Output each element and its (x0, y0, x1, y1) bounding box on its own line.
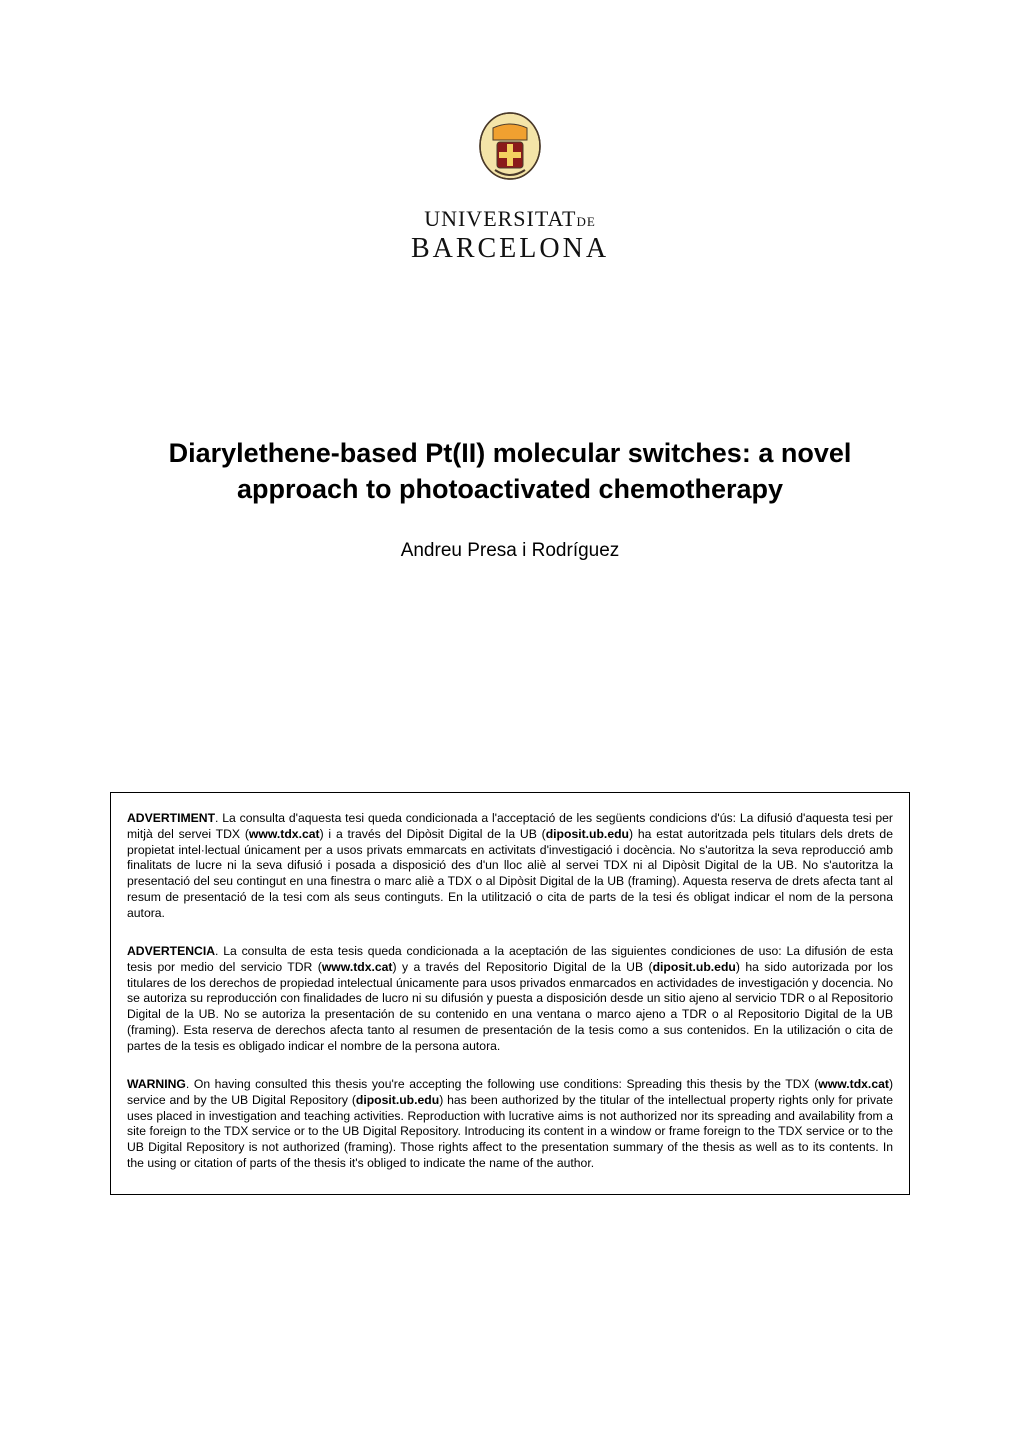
notice-body-en-a: . On having consulted this thesis you're… (186, 1077, 818, 1091)
notice-catalan: ADVERTIMENT. La consulta d'aquesta tesi … (127, 811, 893, 922)
thesis-title-line1: Diarylethene-based Pt(II) molecular swit… (110, 435, 910, 471)
notice-url-en-1: www.tdx.cat (818, 1077, 889, 1091)
thesis-title: Diarylethene-based Pt(II) molecular swit… (110, 435, 910, 508)
notice-lead-ca: ADVERTIMENT (127, 811, 215, 825)
notice-body-es-b: ) y a través del Repositorio Digital de … (392, 960, 652, 974)
notice-url-ca-2: diposit.ub.edu (546, 827, 629, 841)
university-name-line1: UNIVERSITATDE (411, 206, 609, 232)
usage-notice-box: ADVERTIMENT. La consulta d'aquesta tesi … (110, 792, 910, 1195)
notice-spanish: ADVERTENCIA. La consulta de esta tesis q… (127, 944, 893, 1055)
notice-lead-en: WARNING (127, 1077, 186, 1091)
notice-english: WARNING. On having consulted this thesis… (127, 1077, 893, 1172)
university-de: DE (576, 214, 595, 229)
university-name: UNIVERSITATDE BARCELONA (411, 206, 609, 265)
university-name-line2: BARCELONA (411, 233, 609, 265)
notice-url-en-2: diposit.ub.edu (356, 1093, 439, 1107)
notice-lead-es: ADVERTENCIA (127, 944, 215, 958)
university-crest-icon (475, 110, 545, 188)
thesis-title-line2: approach to photoactivated chemotherapy (110, 471, 910, 507)
notice-body-ca-b: ) i a través del Dipòsit Digital de la U… (320, 827, 546, 841)
notice-url-es-2: diposit.ub.edu (653, 960, 736, 974)
notice-url-es-1: www.tdx.cat (322, 960, 393, 974)
notice-url-ca-1: www.tdx.cat (249, 827, 320, 841)
thesis-cover-page: UNIVERSITATDE BARCELONA Diarylethene-bas… (0, 0, 1020, 1442)
university-logo-block: UNIVERSITATDE BARCELONA (110, 110, 910, 265)
thesis-author: Andreu Presa i Rodríguez (110, 540, 910, 562)
university-word: UNIVERSITAT (424, 206, 576, 231)
